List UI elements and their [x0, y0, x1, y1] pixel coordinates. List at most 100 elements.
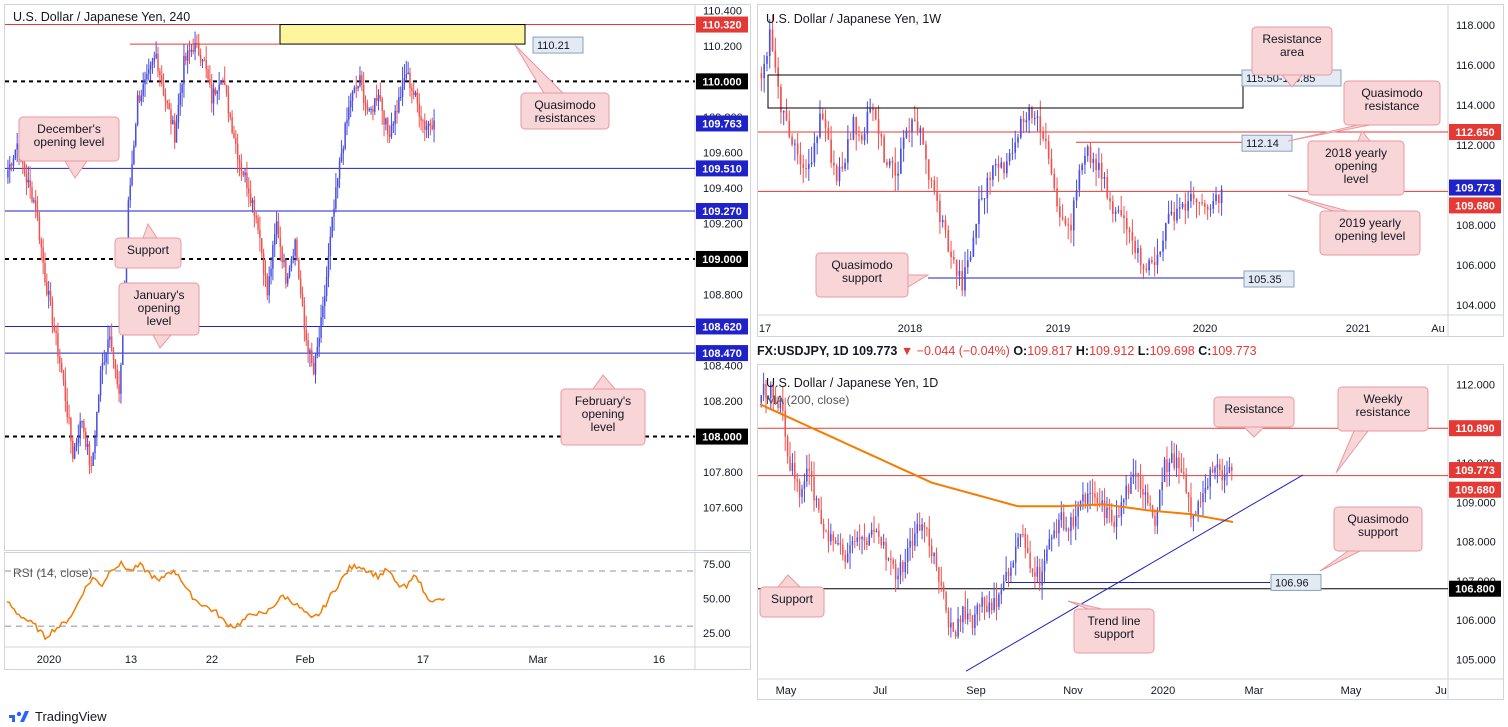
candle-body — [1061, 217, 1064, 219]
candle-body — [79, 421, 81, 439]
candle-body — [1005, 571, 1007, 582]
candle-body — [806, 468, 808, 482]
callout-support-pointer — [776, 574, 802, 588]
candle-body — [866, 111, 869, 134]
candle-body — [198, 43, 200, 55]
candle-body — [179, 92, 181, 105]
candle-body — [1070, 224, 1072, 231]
candle-body — [874, 109, 877, 120]
candle-body — [1216, 464, 1219, 468]
candle-body — [1072, 200, 1075, 231]
candle-body — [815, 498, 818, 501]
candle-body — [1047, 141, 1050, 159]
rsi-chart[interactable]: 75.00 50.00 25.00 RSI (14, close) 2020 13 22 Fe… — [5, 553, 751, 670]
candle-body — [236, 143, 239, 160]
candle-body — [133, 145, 135, 165]
price-tag-bg — [1449, 580, 1501, 597]
candle-body — [1077, 507, 1079, 517]
candle-body — [813, 476, 815, 501]
candle-body — [954, 631, 957, 637]
candle-body — [1010, 567, 1012, 576]
candle-body — [303, 305, 306, 330]
candle-body — [791, 136, 793, 145]
x-tick-label: Mar — [5, 5, 15, 8]
candle-body — [255, 215, 257, 218]
candle-body — [233, 132, 235, 139]
candle-body — [957, 618, 959, 637]
footer[interactable]: TradingView — [8, 707, 107, 725]
candle-body — [34, 200, 37, 210]
candle-body — [72, 440, 74, 459]
candle-body — [1231, 466, 1233, 471]
candle-body — [1192, 514, 1195, 519]
level-value-label-bg — [1243, 270, 1295, 288]
callout-resistance: Resistance — [1224, 402, 1284, 416]
candle-body — [407, 72, 409, 75]
rsi-panel[interactable]: 75.00 50.00 25.00 RSI (14, close) 2020 13 22 Fe… — [4, 552, 751, 670]
x-tick-label: Feb — [296, 654, 315, 666]
candle-body — [1173, 453, 1175, 469]
y-tick-label: 112.000 — [1456, 140, 1495, 152]
candle-body — [1128, 229, 1131, 233]
callout-support-pointer — [142, 222, 158, 239]
candle-body — [972, 237, 975, 257]
callout-december-pointer — [64, 160, 88, 179]
candle-body — [762, 383, 765, 396]
zone-value-label-bg — [532, 36, 584, 54]
candle-body — [992, 165, 994, 180]
candle-body — [1108, 507, 1111, 510]
indicator-title: RSI (14, close) — [13, 566, 92, 580]
candle-body — [888, 161, 891, 166]
candle-body — [782, 399, 784, 411]
candle-body — [57, 333, 59, 357]
candle-body — [1096, 497, 1099, 504]
callout-quasimodo-support: support — [1358, 525, 1399, 539]
candle-body — [1058, 519, 1060, 534]
candle-body — [944, 220, 947, 231]
candle-body — [314, 355, 317, 375]
h4-chart-panel[interactable]: 110.400110.200110.000109.800109.600109.4… — [4, 4, 751, 551]
candle-body — [1028, 107, 1030, 121]
candle-body — [988, 602, 991, 612]
candle-body — [1074, 516, 1077, 527]
candle-body — [1084, 155, 1086, 165]
price-tag-bg — [696, 428, 748, 445]
weekly-chart-panel[interactable]: 118.000116.000114.000112.000110.000108.0… — [757, 4, 1504, 337]
callout-quasimodo-support-pointer — [907, 274, 930, 288]
h4-chart[interactable]: 110.400110.200110.000109.800109.600109.4… — [5, 5, 751, 551]
candle-body — [335, 187, 337, 209]
candle-body — [978, 199, 980, 225]
callout-resistance-pointer — [1242, 426, 1266, 438]
candle-body — [908, 130, 911, 132]
y-tick-label: 109.400 — [703, 183, 743, 195]
candle-body — [849, 139, 852, 141]
candle-body — [1094, 493, 1096, 498]
candle-body — [842, 544, 844, 555]
callout-december-box — [18, 116, 120, 162]
candle-body — [90, 465, 93, 467]
weekly-chart[interactable]: 118.000116.000114.000112.000110.000108.0… — [758, 5, 1504, 337]
candle-body — [1098, 162, 1100, 170]
candle-body — [1137, 473, 1139, 477]
candle-body — [1190, 497, 1192, 519]
price-tag: 110.000 — [702, 76, 741, 88]
candle-body — [1038, 567, 1041, 586]
callout-quasimodo-support-pointer — [1319, 550, 1361, 572]
candle-body — [914, 533, 916, 546]
candle-body — [760, 73, 763, 79]
candle-body — [958, 270, 961, 276]
candle-body — [1215, 194, 1217, 202]
candle-body — [832, 534, 834, 541]
callout-quasimodo-resistance: Quasimodo — [1361, 86, 1423, 100]
candle-body — [1064, 218, 1067, 225]
callout-february: February's — [575, 394, 631, 408]
daily-chart[interactable]: 112.000111.000110.000109.000108.000107.0… — [758, 365, 1504, 700]
candle-body — [1156, 509, 1159, 526]
candle-body — [181, 84, 183, 93]
candle-body — [388, 134, 391, 137]
candle-body — [1062, 512, 1065, 529]
candle-body — [62, 371, 65, 381]
daily-chart-panel[interactable]: 112.000111.000110.000109.000108.000107.0… — [757, 364, 1504, 700]
candle-body — [1120, 210, 1123, 216]
candle-body — [930, 545, 933, 557]
